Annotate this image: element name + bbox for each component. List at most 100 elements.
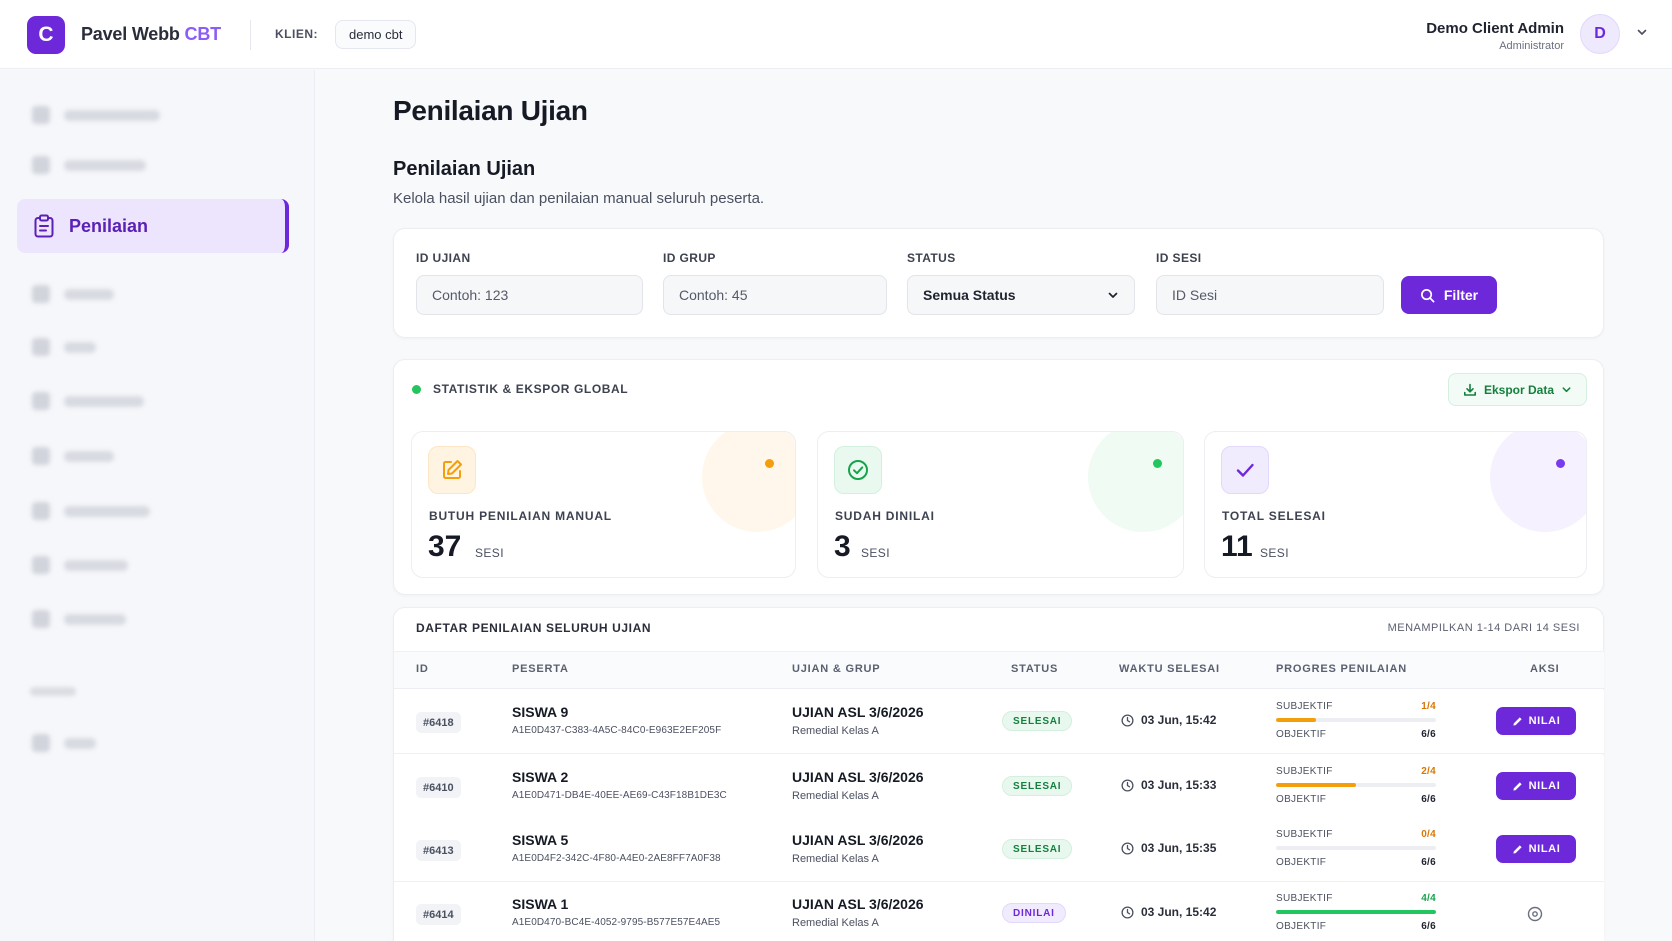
progress-objektif-value: 6/6 — [1421, 794, 1436, 805]
decorative-blob — [702, 432, 795, 532]
exam-name: UJIAN ASL 3/6/2026 — [792, 704, 924, 720]
sidebar-item-blurred[interactable] — [32, 338, 96, 356]
exam-name: UJIAN ASL 3/6/2026 — [792, 769, 924, 785]
sidebar-item-penilaian[interactable]: Penilaian — [17, 199, 289, 253]
finish-time-value: 03 Jun, 15:42 — [1141, 905, 1217, 919]
progress-subjektif-label: SUBJEKTIF — [1276, 766, 1333, 777]
section-subtitle: Kelola hasil ujian dan penilaian manual … — [393, 190, 765, 207]
id-sesi-input[interactable] — [1156, 275, 1384, 315]
progress-bar — [1276, 718, 1436, 722]
id-ujian-input[interactable] — [416, 275, 643, 315]
stats-heading: STATISTIK & EKSPOR GLOBAL — [412, 382, 628, 396]
sidebar-item-blurred[interactable] — [32, 556, 128, 574]
sidebar-item-blurred[interactable] — [32, 156, 146, 174]
filter-button[interactable]: Filter — [1401, 276, 1497, 314]
progress-objektif: OBJEKTIF 6/6 — [1276, 729, 1436, 740]
finish-time-value: 03 Jun, 15:33 — [1141, 778, 1217, 792]
stat-card-butuh-penilaian: BUTUH PENILAIAN MANUAL 37 SESI — [411, 431, 796, 578]
edit-icon — [428, 446, 476, 494]
sidebar-item-blurred[interactable] — [32, 734, 96, 752]
stat-card-sudah-dinilai: SUDAH DINILAI 3 SESI — [817, 431, 1184, 578]
sidebar-item-blurred[interactable] — [32, 285, 114, 303]
finish-time: 03 Jun, 15:42 — [1121, 713, 1216, 727]
column-header-progres: PROGRES PENILAIAN — [1276, 663, 1407, 675]
nilai-button[interactable]: NILAI — [1496, 772, 1576, 800]
status-label: STATUS — [907, 251, 956, 265]
app-logo[interactable]: C — [27, 16, 65, 54]
stat-value: 37 — [428, 530, 462, 563]
session-id: #6410 — [416, 777, 461, 798]
sidebar-item-label: Penilaian — [69, 215, 149, 236]
table-row[interactable]: #6414 SISWA 1 A1E0D470-BC4E-4052-9795-B577… — [394, 882, 1604, 941]
search-icon — [1420, 288, 1435, 302]
finish-time: 03 Jun, 15:33 — [1121, 778, 1216, 792]
top-bar: C Pavel Webb CBT KLIEN: demo cbt Demo Cl… — [0, 0, 1672, 69]
status-dot — [1556, 459, 1565, 468]
id-grup-input[interactable] — [663, 275, 887, 315]
table-header — [394, 651, 1604, 689]
progress-bar — [1276, 910, 1436, 914]
sidebar-item-blurred[interactable] — [32, 392, 144, 410]
nilai-button[interactable]: NILAI — [1496, 835, 1576, 863]
progress-objektif: OBJEKTIF 6/6 — [1276, 921, 1436, 932]
sidebar: Penilaian — [0, 70, 315, 941]
progress-subjektif: SUBJEKTIF 0/4 — [1276, 829, 1436, 840]
export-data-button[interactable]: Ekspor Data — [1448, 373, 1587, 406]
progress-bar-fill — [1276, 718, 1316, 722]
status-dot — [412, 384, 421, 394]
klien-chip[interactable]: demo cbt — [335, 20, 417, 49]
sidebar-item-blurred[interactable] — [32, 502, 150, 520]
progress-objektif-value: 6/6 — [1421, 857, 1436, 868]
status-select[interactable]: Semua Status — [907, 275, 1135, 315]
nilai-button-label: NILAI — [1528, 715, 1561, 727]
participant-uuid: A1E0D470-BC4E-4052-9795-B577E57E4AE5 — [512, 917, 721, 928]
nilai-button[interactable]: NILAI — [1496, 707, 1576, 735]
status-badge: SELESAI — [1002, 839, 1073, 859]
finish-time-value: 03 Jun, 15:42 — [1141, 713, 1217, 727]
progress-objektif: OBJEKTIF 6/6 — [1276, 794, 1436, 805]
finish-time: 03 Jun, 15:42 — [1121, 905, 1216, 919]
column-header-aksi: AKSI — [1530, 663, 1560, 675]
participant-name: SISWA 1 — [512, 896, 569, 912]
participant-uuid: A1E0D471-DB4E-40EE-AE69-C43F18B1DE3C — [512, 790, 727, 801]
progress-bar — [1276, 846, 1436, 850]
table-row[interactable]: #6413 SISWA 5 A1E0D4F2-342C-4F80-A4E0-2AE8… — [394, 818, 1604, 882]
progress-subjektif-label: SUBJEKTIF — [1276, 829, 1333, 840]
table-title: DAFTAR PENILAIAN SELURUH UJIAN — [416, 621, 652, 635]
exam-name: UJIAN ASL 3/6/2026 — [792, 832, 924, 848]
column-header-waktu-selesai: WAKTU SELESAI — [1119, 663, 1220, 675]
participant-name: SISWA 2 — [512, 769, 569, 785]
exam-group: Remedial Kelas A — [792, 917, 879, 929]
sidebar-item-blurred[interactable] — [32, 447, 114, 465]
table-row[interactable]: #6418 SISWA 9 A1E0D437-C383-4A5C-84C0-E963… — [394, 690, 1604, 754]
session-id: #6413 — [416, 840, 461, 861]
progress-objektif-value: 6/6 — [1421, 729, 1436, 740]
check-circle-icon — [834, 446, 882, 494]
progress-subjektif-value: 2/4 — [1421, 766, 1436, 777]
clock-icon — [1121, 713, 1134, 727]
participant-uuid: A1E0D4F2-342C-4F80-A4E0-2AE8FF7A0F38 — [512, 853, 721, 864]
stat-unit: SESI — [475, 546, 504, 560]
progress-objektif-label: OBJEKTIF — [1276, 857, 1327, 868]
participant-name: SISWA 9 — [512, 704, 569, 720]
view-icon[interactable] — [1524, 903, 1546, 925]
progress-objektif-label: OBJEKTIF — [1276, 794, 1327, 805]
stat-value: 3 — [834, 530, 851, 563]
progress-objektif-value: 6/6 — [1421, 921, 1436, 932]
column-header-id: ID — [416, 663, 429, 675]
progress-bar — [1276, 783, 1436, 787]
stat-unit: SESI — [861, 546, 890, 560]
clock-icon — [1121, 841, 1134, 855]
sidebar-item-blurred[interactable] — [32, 106, 160, 124]
progress-bar-fill — [1276, 910, 1436, 914]
pencil-icon — [1512, 781, 1523, 792]
id-grup-label: ID GRUP — [663, 251, 716, 265]
column-header-status: STATUS — [1011, 663, 1059, 675]
table-row[interactable]: #6410 SISWA 2 A1E0D471-DB4E-40EE-AE69-C43F… — [394, 755, 1604, 819]
brand-accent: CBT — [184, 24, 222, 44]
chevron-down-icon[interactable] — [1636, 26, 1648, 38]
decorative-blob — [1088, 432, 1183, 532]
sidebar-item-blurred[interactable] — [32, 610, 126, 628]
avatar[interactable]: D — [1580, 14, 1620, 54]
logo-letter: C — [38, 23, 54, 46]
